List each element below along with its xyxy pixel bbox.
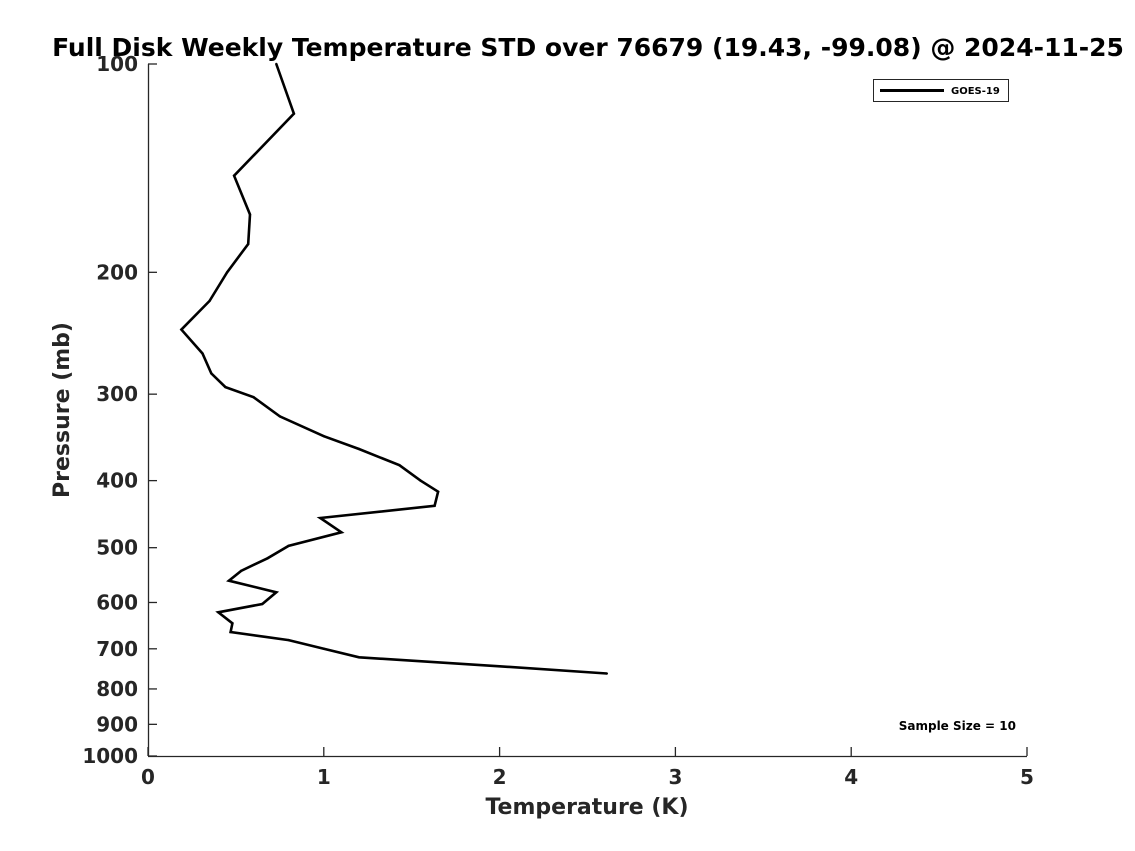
data-point [322,647,325,651]
data-point [266,557,269,560]
legend: GOES-19 [873,79,1009,102]
data-point [433,504,436,508]
data-point [248,213,252,216]
data-point [498,665,501,668]
data-point [232,174,236,177]
data-point [340,531,343,534]
data-point [227,579,231,582]
data-point [180,328,183,331]
data-point [419,479,422,482]
x-tick-label: 5 [1020,765,1034,789]
data-point [208,299,211,303]
x-tick-label: 3 [668,765,682,789]
x-tick-label: 1 [317,765,331,789]
chart-title: Full Disk Weekly Temperature STD over 76… [52,33,1124,62]
data-point [436,490,440,493]
data-point [605,672,609,675]
y-tick-label: 600 [96,590,138,614]
x-axis-ticks: 0 1 2 3 4 5 [141,747,1034,789]
y-tick-label: 800 [96,677,138,701]
series-line-goes-19 [179,63,607,675]
y-tick-label: 200 [96,260,138,284]
data-point [224,385,227,389]
y-tick-label: 100 [96,52,138,76]
data-point [278,415,282,418]
data-point [275,591,278,594]
data-point [287,544,290,548]
x-tick-label: 4 [844,765,858,789]
data-point [217,611,220,614]
y-tick-label: 400 [96,469,138,493]
series-layer [179,62,609,675]
data-point [225,271,229,274]
data-point [247,242,250,246]
data-point [261,602,264,606]
y-tick-label: 900 [96,712,138,736]
data-point [292,112,296,115]
data-point [201,352,204,355]
data-point [319,516,322,520]
legend-label-goes-19: GOES-19 [951,86,1000,97]
data-point [239,569,243,573]
data-point [322,434,325,438]
y-tick-label: 700 [96,637,138,661]
y-tick-label: 300 [96,382,138,406]
data-point [287,638,290,642]
sample-size-annotation: Sample Size = 10 [899,719,1016,733]
y-tick-label: 1000 [82,744,138,768]
data-point [210,372,213,375]
data-point [231,622,234,625]
data-point [357,656,361,659]
data-point [398,464,401,467]
y-axis-label: Pressure (mb) [50,322,75,498]
y-axis-ticks: 100 200 300 400 500 600 700 800 900 1000 [82,52,157,768]
x-axis-label: Temperature (K) [485,795,688,820]
y-tick-label: 500 [96,536,138,560]
data-point [357,447,361,451]
x-tick-label: 0 [141,765,155,789]
data-point [252,395,255,399]
data-point [229,630,232,634]
data-point [275,62,278,66]
x-tick-label: 2 [493,765,507,789]
